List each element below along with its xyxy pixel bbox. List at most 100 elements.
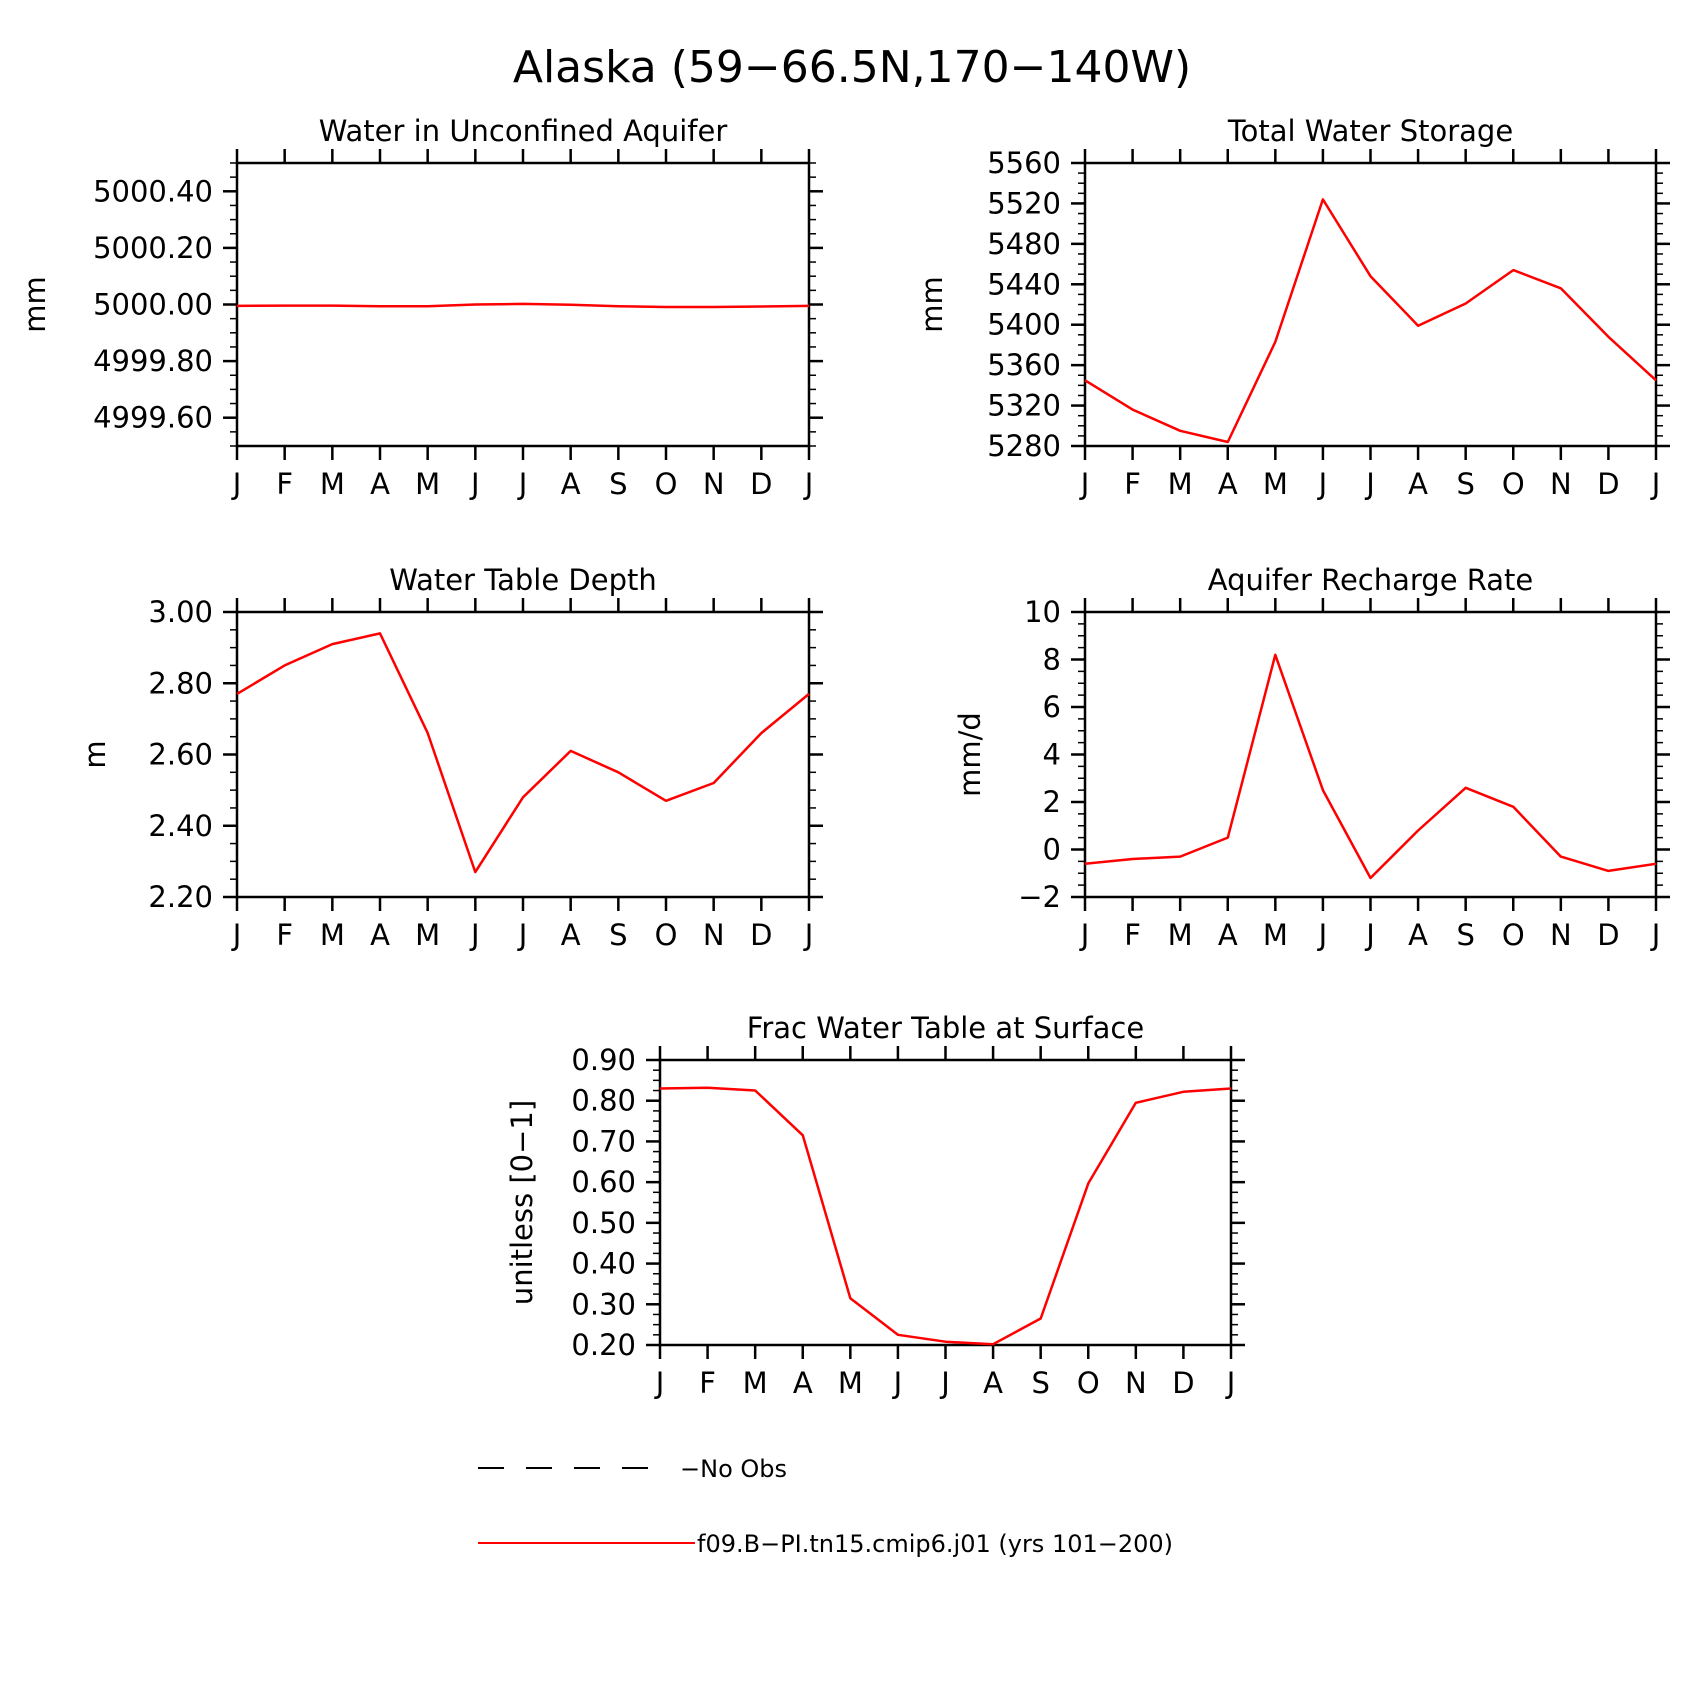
y-tick-label: 8 [1043,643,1061,677]
y-tick-label: 2 [1043,785,1061,819]
y-tick-label: 5320 [987,389,1061,423]
legend: −No Obs f09.B−PI.tn15.cmip6.j01 (yrs 101… [478,1455,1173,1558]
x-tick-label: N [1550,918,1572,952]
x-tick-label: M [415,918,440,952]
panel-title: Water in Unconfined Aquifer [319,114,728,148]
x-tick-label: S [1456,467,1474,501]
x-tick-label: M [1263,467,1288,501]
plot-frame [235,610,811,899]
x-tick-label: J [1317,467,1328,501]
x-tick-label: A [1408,467,1428,501]
y-tick-label: 4 [1043,738,1061,772]
y-tick-label: 2.40 [148,809,213,843]
x-tick-label: J [892,1366,903,1400]
x-tick-label: N [1550,467,1572,501]
x-tick-label: A [561,467,581,501]
y-tick-label: 5400 [987,308,1061,342]
x-tick-label: F [276,918,293,952]
x-tick-label: M [838,1366,863,1400]
legend-entry-obs: −No Obs [478,1455,787,1483]
y-tick-label: 4999.60 [93,401,213,435]
legend-entry-model: f09.B−PI.tn15.cmip6.j01 (yrs 101−200) [478,1530,1173,1558]
y-tick-label: 5520 [987,186,1061,220]
y-axis-label: mm [915,276,949,333]
y-tick-label: 5360 [987,348,1061,382]
x-tick-label: S [1456,918,1474,952]
x-tick-label: O [1077,1366,1100,1400]
x-tick-label: F [699,1366,716,1400]
y-tick-label: 5280 [987,429,1061,463]
x-tick-label: M [320,918,345,952]
y-tick-label: 3.00 [148,595,213,629]
x-tick-label: J [469,918,480,952]
x-tick-label: J [803,467,814,501]
legend-label-obs: −No Obs [680,1455,787,1483]
x-tick-label: D [750,467,772,501]
y-tick-label: 5440 [987,267,1061,301]
x-tick-label: M [1263,918,1288,952]
plot-frame [1083,161,1658,448]
x-tick-label: D [1597,467,1619,501]
x-tick-label: J [654,1366,665,1400]
x-tick-label: S [609,918,627,952]
x-tick-label: F [1124,467,1141,501]
x-tick-label: J [1364,467,1375,501]
x-tick-label: D [1597,918,1619,952]
y-tick-label: −2 [1018,880,1061,914]
x-tick-label: D [750,918,772,952]
plot-frame [1083,610,1658,899]
x-tick-label: A [370,467,390,501]
y-tick-label: 5000.00 [93,288,213,322]
x-tick-label: A [1218,467,1238,501]
x-tick-label: M [1168,918,1193,952]
x-tick-label: J [231,918,242,952]
panel-title: Water Table Depth [389,563,657,597]
x-tick-label: F [276,467,293,501]
y-tick-label: 5480 [987,227,1061,261]
series-line-aquifer-recharge-rate [1084,653,1657,880]
y-tick-label: 0.60 [571,1165,636,1199]
x-tick-label: J [1364,918,1375,952]
y-tick-label: 4999.80 [93,344,213,378]
y-axis-label: mm [18,276,52,333]
x-tick-label: M [415,467,440,501]
y-axis-label: unitless [0−1] [505,1100,539,1305]
x-tick-label: A [370,918,390,952]
x-tick-label: A [983,1366,1003,1400]
x-tick-label: A [1218,918,1238,952]
x-tick-label: N [703,918,725,952]
y-tick-label: 0.30 [571,1287,636,1321]
x-tick-label: J [1317,918,1328,952]
x-tick-label: J [1650,918,1661,952]
x-tick-label: J [1079,918,1090,952]
panel-title: Total Water Storage [1227,114,1513,148]
y-tick-label: 5560 [987,146,1061,180]
x-tick-label: J [517,467,528,501]
y-tick-label: 0.90 [571,1043,636,1077]
x-tick-label: J [231,467,242,501]
y-tick-label: 0.70 [571,1124,636,1158]
y-tick-label: 0 [1043,833,1061,867]
y-tick-label: 5000.20 [93,231,213,265]
x-tick-label: A [793,1366,813,1400]
x-tick-label: J [803,918,814,952]
x-tick-label: O [655,918,678,952]
x-tick-label: O [655,467,678,501]
y-tick-label: 5000.40 [93,174,213,208]
x-tick-label: S [1031,1366,1049,1400]
x-tick-label: J [469,467,480,501]
figure-title: Alaska (59−66.5N,170−140W) [513,42,1191,93]
y-axis-label: mm/d [953,712,987,797]
x-tick-label: F [1124,918,1141,952]
y-tick-label: 6 [1043,690,1061,724]
x-tick-label: N [703,467,725,501]
x-tick-label: A [1408,918,1428,952]
x-tick-label: O [1502,467,1525,501]
x-tick-label: A [561,918,581,952]
x-tick-label: D [1172,1366,1194,1400]
legend-label-model: f09.B−PI.tn15.cmip6.j01 (yrs 101−200) [697,1530,1173,1558]
